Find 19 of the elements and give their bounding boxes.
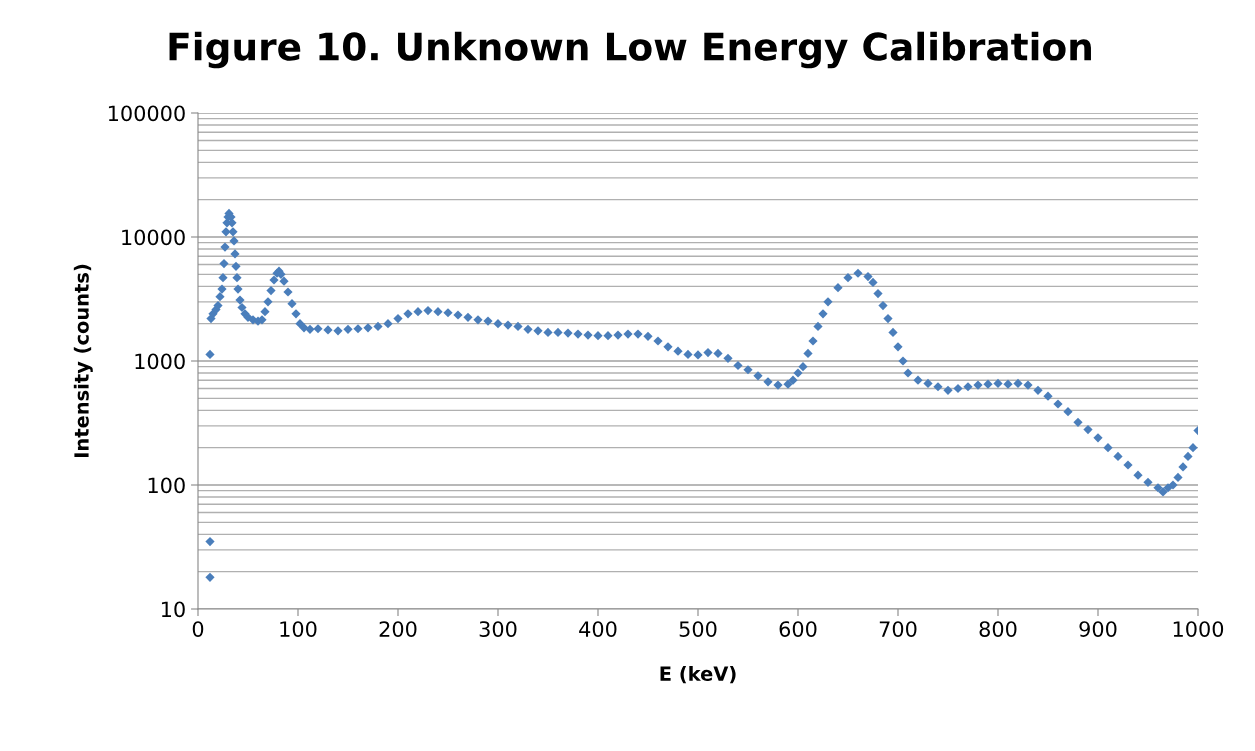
- y-axis-title: Intensity (counts): [73, 264, 93, 458]
- x-tick-label: 900: [1079, 621, 1117, 637]
- y-tick-label: 10: [161, 601, 185, 618]
- x-tick-label: 800: [979, 621, 1017, 637]
- x-tick-label: 0: [192, 621, 204, 637]
- x-tick-label: 100: [280, 621, 317, 637]
- x-tick-label: 700: [879, 621, 917, 637]
- x-tick-label: 500: [679, 621, 717, 637]
- y-tick-label: 10000: [122, 229, 185, 246]
- y-tick-label: 100000: [108, 105, 185, 122]
- x-tick-label: 400: [579, 621, 617, 637]
- chart-title: Figure 10. Unknown Low Energy Calibration: [169, 31, 1091, 69]
- x-tick-label: 1000: [1173, 621, 1224, 637]
- x-tick-label: 300: [479, 621, 517, 637]
- x-tick-label: 600: [779, 621, 817, 637]
- y-tick-label: 100: [148, 477, 185, 494]
- y-tick-label: 1000: [135, 353, 185, 370]
- x-tick-label: 200: [379, 621, 417, 637]
- x-axis-title: E (keV): [660, 665, 736, 684]
